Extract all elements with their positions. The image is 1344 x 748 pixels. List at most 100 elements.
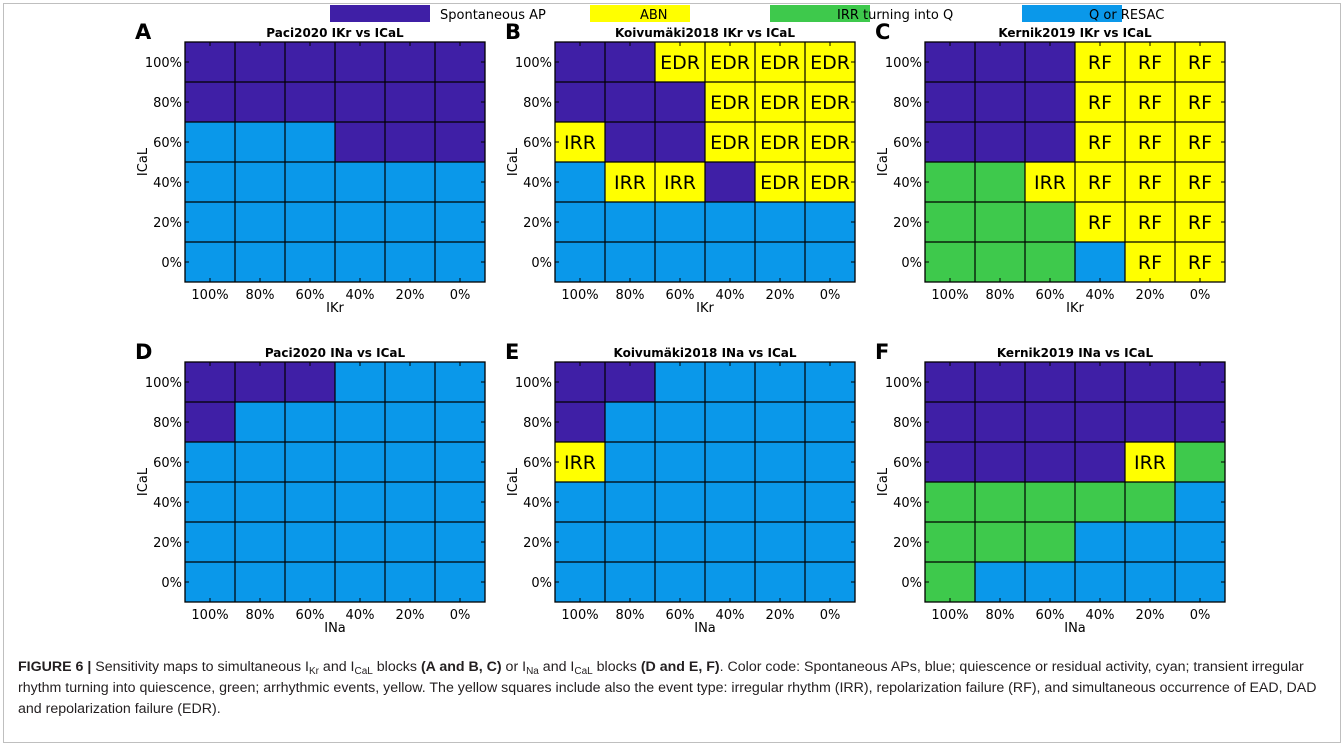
y-tick-label: 20%: [153, 216, 182, 231]
heatmap-cell: [755, 202, 805, 242]
cell-label: RF: [1138, 92, 1162, 114]
plot-border: [184, 41, 486, 283]
cell-label: EDR: [760, 92, 800, 114]
heatmap-cell: [1025, 82, 1075, 122]
heatmap-cell: [1025, 202, 1075, 242]
x-tick-label: 100%: [191, 288, 228, 303]
heatmap-cell: [185, 522, 235, 562]
heatmap-cell: [1175, 202, 1225, 242]
x-tick-label: 40%: [716, 288, 745, 303]
y-tick-label: 40%: [893, 176, 922, 191]
x-tick-label: 20%: [766, 288, 795, 303]
heatmap-cell: [605, 162, 655, 202]
caption-text-d: or I: [501, 659, 527, 675]
y-axis-label: ICaL: [506, 147, 521, 176]
heatmap-cell: [385, 82, 435, 122]
cell-label: EDR: [710, 132, 750, 154]
heatmap-cell: [1125, 162, 1175, 202]
y-axis-label: ICaL: [876, 147, 891, 176]
heatmap-cell: [335, 402, 385, 442]
x-axis-label: INa: [324, 621, 346, 636]
heatmap-cell: [925, 202, 975, 242]
cell-label: EDR: [760, 132, 800, 154]
panel-f: IRR 100% 80% 60% 40% 20% 0% 100% 80% 60% 40% 20% 0% I…: [875, 340, 1226, 636]
heatmap-cell: [285, 122, 335, 162]
heatmap-cell: [235, 362, 285, 402]
cell-label: RF: [1088, 92, 1112, 114]
heatmap-cell: [1025, 522, 1075, 562]
heatmap-cell: [185, 202, 235, 242]
y-tick-label: 20%: [893, 536, 922, 551]
caption-text-a: Sensitivity maps to simultaneous I: [91, 659, 309, 675]
heatmap-cell: [335, 482, 385, 522]
heatmap-cell: [805, 442, 855, 482]
legend: Spontaneous AP ABN IRR turning into Q Q or …: [330, 5, 1164, 23]
caption-text-e: and I: [538, 659, 575, 675]
y-axis-label: ICaL: [136, 467, 151, 496]
heatmap-cell: [605, 242, 655, 282]
heatmap-cell: [435, 362, 485, 402]
figure-caption: FIGURE 6 | Sensitivity maps to simultane…: [18, 657, 1318, 720]
heatmap-cell: [185, 242, 235, 282]
x-axis-label: INa: [694, 621, 716, 636]
heatmap-cell: [1025, 562, 1075, 602]
heatmap-cell: [1125, 202, 1175, 242]
y-tick-label: 40%: [523, 496, 552, 511]
y-tick-label: 100%: [515, 56, 552, 71]
heatmap-cell: [335, 42, 385, 82]
panel-title: Paci2020 IKr vs ICaL: [266, 26, 404, 40]
cell-label: EDR: [660, 52, 700, 74]
heatmap-cell: [435, 42, 485, 82]
heatmap-cell: [555, 162, 605, 202]
heatmap-cell: [755, 162, 805, 202]
x-tick-label: 20%: [396, 288, 425, 303]
heatmap-cell: [1175, 562, 1225, 602]
heatmap-cell: [655, 122, 705, 162]
heatmap-cell: [1175, 82, 1225, 122]
heatmap-cell: [185, 42, 235, 82]
y-tick-label: 40%: [523, 176, 552, 191]
heatmap-cell: [1175, 362, 1225, 402]
heatmap-cell: [605, 402, 655, 442]
panel-b: EDR EDR EDR EDR EDR EDR EDR IRR EDR EDR EDR IRR IRR E…: [505, 20, 856, 316]
heatmap-cell: [435, 82, 485, 122]
heatmap-cell: [755, 42, 805, 82]
y-tick-label: 20%: [153, 536, 182, 551]
heatmap-cell: [755, 122, 805, 162]
heatmap-cell: [435, 402, 485, 442]
y-tick-label: 80%: [893, 96, 922, 111]
heatmap-cell: [235, 122, 285, 162]
panel-e: IRR 100% 80% 60% 40% 20% 0% 100% 80% 60% 40% 20% 0% I…: [505, 340, 856, 636]
heatmap-cell: [805, 402, 855, 442]
y-axis-label: ICaL: [136, 147, 151, 176]
heatmap-cell: [1175, 402, 1225, 442]
panel-title: Paci2020 INa vs ICaL: [265, 346, 406, 360]
x-tick-label: 0%: [1190, 288, 1211, 303]
heatmap-cell: [335, 82, 385, 122]
x-tick-label: 40%: [346, 608, 375, 623]
heatmap-cell: [925, 482, 975, 522]
heatmap-cell: [755, 362, 805, 402]
heatmap-cell: [555, 202, 605, 242]
heatmap-cell: [1175, 522, 1225, 562]
heatmap-cell: [605, 42, 655, 82]
heatmap-cell: [185, 482, 235, 522]
heatmap-cell: [335, 442, 385, 482]
x-tick-label: 60%: [1036, 608, 1065, 623]
panel-title: Kernik2019 INa vs ICaL: [997, 346, 1154, 360]
cell-label: EDR: [710, 92, 750, 114]
x-tick-label: 0%: [450, 608, 471, 623]
y-axis-label: ICaL: [876, 467, 891, 496]
panel-letter: A: [135, 20, 152, 44]
legend-swatch: [330, 5, 430, 22]
y-tick-label: 60%: [153, 456, 182, 471]
y-axis-label: ICaL: [506, 467, 521, 496]
panel-letter: D: [135, 340, 152, 364]
x-tick-label: 0%: [1190, 608, 1211, 623]
cell-label: RF: [1088, 172, 1112, 194]
x-tick-label: 20%: [1136, 608, 1165, 623]
cell-label: IRR: [564, 452, 596, 474]
figure-svg: Spontaneous AP ABN IRR turning into Q Q or …: [135, 5, 1226, 636]
cell-label: EDR: [810, 172, 850, 194]
x-tick-label: 40%: [1086, 608, 1115, 623]
